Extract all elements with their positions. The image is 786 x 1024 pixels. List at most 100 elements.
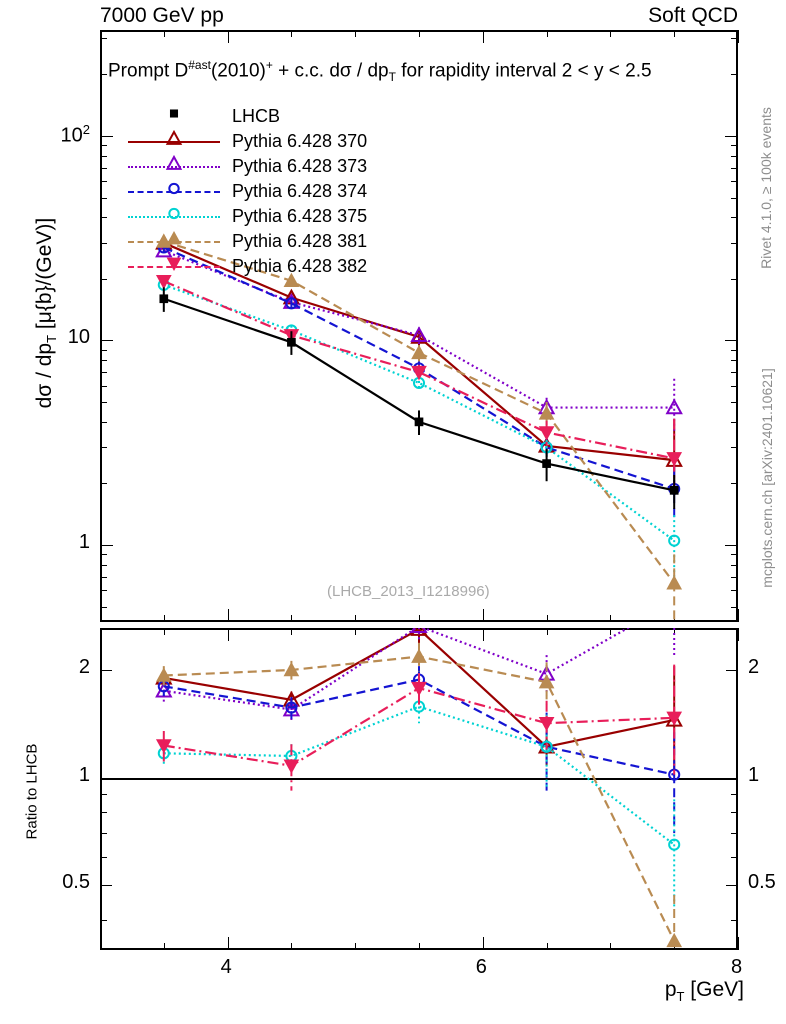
axis-tick	[291, 30, 293, 37]
axis-tick	[610, 615, 612, 622]
legend-entry[interactable]: Pythia 6.428 374	[128, 179, 367, 204]
legend-entry[interactable]: Pythia 6.428 370	[128, 129, 367, 154]
series-line	[164, 281, 674, 458]
axis-tick	[725, 136, 738, 138]
data-marker-open-circle	[286, 298, 296, 308]
legend-line-sample	[128, 166, 220, 168]
data-marker-filled-square	[415, 418, 424, 427]
axis-tick	[738, 30, 739, 43]
data-marker-filled-triangle-up	[412, 650, 426, 663]
legend-label: Pythia 6.428 382	[232, 256, 368, 276]
axis-tick	[100, 74, 107, 76]
data-marker-open-circle	[168, 207, 180, 220]
axis-tick	[731, 402, 738, 404]
axis-tick	[355, 628, 357, 635]
axis-tick	[482, 30, 484, 43]
legend-entry[interactable]: Pythia 6.428 381	[128, 229, 367, 254]
axis-tick	[731, 385, 738, 387]
axis-tick	[738, 937, 739, 950]
y-axis-label-sub: T	[44, 334, 60, 343]
x-axis-label-prefix: p	[664, 978, 677, 1001]
axis-tick	[419, 30, 420, 37]
header-process-label: Soft QCD	[648, 4, 738, 27]
axis-tick	[731, 564, 738, 566]
legend-marker-filled-triangle-up	[164, 229, 184, 254]
axis-tick	[227, 937, 229, 950]
axis-tick	[100, 421, 107, 423]
axis-tick	[100, 794, 107, 796]
data-marker-filled-square	[670, 486, 679, 495]
header-beam-label: 7000 GeV pp	[100, 4, 224, 27]
series-pythia-6.428-374	[159, 242, 679, 519]
axis-tick	[163, 615, 165, 622]
data-marker-filled-triangle-up	[667, 934, 681, 947]
axis-tick	[100, 483, 107, 485]
data-marker-filled-triangle-down	[284, 760, 298, 773]
data-marker-filled-triangle-up	[667, 576, 681, 589]
axis-tick	[100, 920, 107, 922]
axis-tick	[100, 857, 107, 859]
data-marker-open-circle	[669, 536, 679, 546]
axis-tick	[726, 669, 738, 671]
axis-tick	[731, 833, 738, 835]
axis-tick	[725, 544, 738, 546]
legend-entry[interactable]: Pythia 6.428 373	[128, 154, 367, 179]
axis-tick	[100, 606, 107, 608]
legend-key	[128, 104, 220, 129]
y-tick-label-ratio: 1	[78, 763, 90, 786]
axis-tick	[100, 447, 107, 449]
axis-tick	[100, 242, 107, 244]
axis-tick	[100, 615, 101, 622]
legend-key	[128, 179, 220, 204]
axis-tick	[610, 943, 612, 950]
axis-tick	[100, 145, 107, 147]
axis-tick	[100, 576, 107, 578]
x-tick-label: 4	[220, 956, 232, 978]
x-axis-label-suffix: [GeV]	[684, 978, 744, 1001]
legend-label: Pythia 6.428 370	[232, 131, 368, 151]
axis-tick	[731, 576, 738, 578]
axis-tick	[731, 794, 738, 796]
axis-tick	[291, 943, 293, 950]
data-marker-filled-square	[169, 109, 179, 118]
axis-tick	[100, 30, 101, 37]
ratio-pythia-6.428-375	[159, 692, 679, 909]
axis-tick	[355, 30, 357, 37]
data-marker-filled-triangle-up	[540, 675, 554, 688]
data-marker-filled-triangle-up	[540, 406, 554, 419]
data-marker-filled-triangle-down	[667, 712, 681, 725]
axis-tick	[731, 857, 738, 859]
legend-marker-filled-square	[164, 104, 184, 129]
legend-key	[128, 229, 220, 254]
series-line	[164, 285, 674, 541]
data-marker-open-circle	[542, 742, 552, 752]
legend-entry[interactable]: Pythia 6.428 382	[128, 254, 367, 279]
axis-tick	[227, 30, 229, 43]
axis-tick	[731, 349, 738, 351]
y-tick-label-ratio: 2	[78, 655, 90, 678]
data-marker-filled-triangle-up	[284, 663, 298, 676]
axis-tick	[100, 38, 107, 40]
axis-tick	[100, 136, 113, 138]
axis-tick	[100, 167, 107, 169]
axis-tick	[163, 628, 165, 635]
data-marker-filled-triangle-down	[540, 427, 554, 440]
y-tick-label-ratio-right: 1	[748, 763, 760, 786]
legend-label: LHCB	[232, 106, 281, 126]
ratio-unity-line	[100, 777, 738, 780]
data-marker-open-circle	[286, 703, 296, 713]
axis-tick	[100, 812, 107, 814]
legend-key	[128, 129, 220, 154]
legend-line-sample	[128, 141, 220, 143]
y-tick-label-ratio: 0.5	[62, 871, 90, 894]
legend-entry[interactable]: LHCB	[128, 104, 367, 129]
axis-tick	[100, 544, 113, 546]
axis-tick	[731, 554, 738, 556]
axis-tick	[100, 197, 107, 199]
plot-title-sup2: +	[265, 58, 273, 72]
axis-tick	[100, 554, 107, 556]
axis-tick	[674, 628, 676, 635]
axis-tick	[731, 421, 738, 423]
axis-tick	[738, 609, 739, 622]
legend-entry[interactable]: Pythia 6.428 375	[128, 204, 367, 229]
